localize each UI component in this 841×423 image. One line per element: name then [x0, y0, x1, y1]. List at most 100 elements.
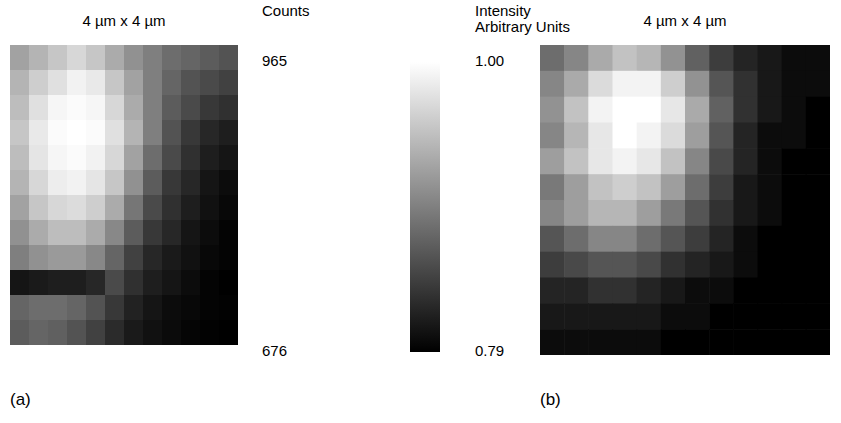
cell — [637, 329, 662, 355]
cell — [685, 278, 710, 304]
cell — [540, 200, 565, 226]
cell — [124, 170, 144, 196]
cell — [181, 95, 201, 121]
cell — [637, 226, 662, 252]
cell — [105, 70, 125, 96]
cell — [86, 270, 106, 296]
cell — [105, 320, 125, 345]
cell — [685, 200, 710, 226]
cell — [661, 148, 686, 174]
cell — [661, 252, 686, 278]
cell — [219, 95, 238, 121]
cell — [67, 120, 87, 146]
cell — [219, 170, 238, 196]
cell — [48, 45, 68, 71]
cell — [588, 148, 613, 174]
cell — [10, 320, 30, 345]
cell — [200, 220, 220, 246]
cell — [67, 295, 87, 321]
cell — [162, 220, 182, 246]
cell — [540, 45, 565, 71]
cell — [588, 174, 613, 200]
cell — [219, 320, 238, 345]
cell — [67, 145, 87, 171]
cell — [48, 270, 68, 296]
cell — [782, 303, 807, 329]
colorbar-tick-label: 0.79 — [475, 342, 504, 359]
cell — [637, 71, 662, 97]
cell — [105, 295, 125, 321]
cell — [709, 174, 734, 200]
cell — [48, 70, 68, 96]
cell — [143, 95, 163, 121]
cell — [200, 95, 220, 121]
cell — [685, 226, 710, 252]
cell — [806, 148, 830, 174]
cell — [10, 170, 30, 196]
cell — [10, 120, 30, 146]
cell — [48, 145, 68, 171]
cell — [613, 303, 638, 329]
cell — [181, 70, 201, 96]
cells — [540, 45, 830, 355]
cell — [181, 270, 201, 296]
cell — [124, 245, 144, 271]
cell — [709, 97, 734, 123]
cell — [661, 123, 686, 149]
cell — [143, 245, 163, 271]
colorbar-tick-label: 1.00 — [475, 52, 504, 69]
cell — [48, 245, 68, 271]
cell — [782, 148, 807, 174]
cell — [540, 252, 565, 278]
cell — [143, 295, 163, 321]
cell — [143, 70, 163, 96]
cell — [661, 278, 686, 304]
cell — [733, 226, 758, 252]
cell — [86, 320, 106, 345]
cell — [162, 45, 182, 71]
panel-label: (a) — [10, 390, 31, 409]
cell — [782, 174, 807, 200]
cell — [540, 97, 565, 123]
cell — [564, 45, 589, 71]
cell — [758, 148, 783, 174]
colorbar-tick-label: 676 — [262, 342, 287, 359]
cell — [200, 170, 220, 196]
cell — [124, 70, 144, 96]
cell — [637, 174, 662, 200]
cell — [758, 226, 783, 252]
cell — [143, 120, 163, 146]
cell — [29, 70, 49, 96]
cell — [67, 270, 87, 296]
cell — [806, 174, 830, 200]
cell — [10, 220, 30, 246]
cell — [588, 200, 613, 226]
cell — [613, 278, 638, 304]
cell — [124, 270, 144, 296]
cell — [219, 45, 238, 71]
cell — [733, 200, 758, 226]
cell — [143, 270, 163, 296]
cell — [613, 200, 638, 226]
cell — [613, 226, 638, 252]
cell — [219, 270, 238, 296]
cell — [29, 145, 49, 171]
cell — [200, 120, 220, 146]
cell — [661, 45, 686, 71]
cell — [564, 174, 589, 200]
cell — [588, 278, 613, 304]
cell — [661, 97, 686, 123]
cell — [661, 226, 686, 252]
cell — [782, 226, 807, 252]
cell — [637, 252, 662, 278]
cell — [219, 145, 238, 171]
cell — [67, 195, 87, 221]
cell — [733, 329, 758, 355]
cell — [105, 220, 125, 246]
cell — [219, 295, 238, 321]
cell — [564, 97, 589, 123]
cell — [588, 303, 613, 329]
cell — [29, 245, 49, 271]
cell — [588, 97, 613, 123]
cell — [181, 195, 201, 221]
